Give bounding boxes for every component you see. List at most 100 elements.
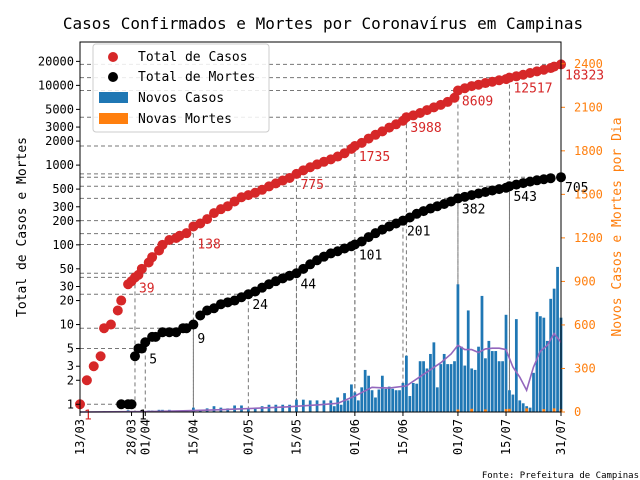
new-deaths-bar bbox=[508, 408, 511, 412]
total-deaths-point bbox=[126, 399, 137, 410]
new-cases-bar bbox=[253, 407, 257, 412]
new-cases-bar bbox=[418, 361, 422, 412]
y-right-tick-label: 300 bbox=[574, 361, 596, 375]
legend-marker-cases bbox=[108, 52, 118, 62]
legend-box bbox=[92, 43, 270, 133]
new-cases-bar bbox=[353, 392, 357, 412]
y-left-tick-label: 200 bbox=[52, 214, 74, 228]
new-cases-bar bbox=[501, 361, 504, 412]
y-left-tick-label: 20 bbox=[60, 294, 74, 308]
total-deaths-point bbox=[157, 327, 168, 338]
total-deaths-point bbox=[545, 173, 556, 184]
new-cases-bar bbox=[511, 394, 515, 412]
x-tick-label: 15/07 bbox=[499, 419, 513, 455]
new-cases-bar bbox=[322, 400, 326, 412]
new-cases-bar bbox=[260, 406, 264, 412]
total-cases-point bbox=[136, 263, 147, 274]
new-cases-bar bbox=[315, 400, 319, 412]
case-value-label: 775 bbox=[300, 178, 323, 193]
y-right-tick-label: 2400 bbox=[574, 57, 603, 71]
points bbox=[75, 59, 566, 410]
case-value-label: 1735 bbox=[359, 150, 390, 165]
y-left-tick-label: 5000 bbox=[45, 102, 74, 116]
new-deaths-bar bbox=[525, 408, 529, 412]
case-value-label: 18323 bbox=[565, 68, 604, 83]
new-cases-bar bbox=[542, 317, 546, 412]
y-left-tick-label: 2 bbox=[67, 373, 74, 387]
new-cases-bar bbox=[415, 383, 419, 412]
y-right-tick-label: 600 bbox=[574, 318, 596, 332]
new-cases-bar bbox=[556, 266, 559, 412]
total-cases-point bbox=[81, 375, 92, 386]
y-left-tick-label: 1000 bbox=[45, 158, 74, 172]
bars bbox=[85, 266, 563, 412]
y-right-tick-label: 2100 bbox=[574, 100, 603, 114]
case-value-label: 39 bbox=[139, 281, 155, 296]
legend: Total de Casos Total de Mortes Novos Cas… bbox=[92, 43, 270, 133]
death-value-label: 382 bbox=[462, 202, 485, 217]
death-value-label: 101 bbox=[359, 248, 382, 263]
legend-label-new-cases: Novos Casos bbox=[138, 91, 224, 106]
new-cases-bar bbox=[370, 390, 374, 412]
new-cases-bar bbox=[425, 368, 429, 412]
moving-average bbox=[79, 332, 562, 413]
new-deaths-bar bbox=[456, 409, 460, 412]
total-deaths-point bbox=[129, 351, 140, 362]
y-left-tick-label: 3 bbox=[67, 359, 74, 373]
death-value-label: 201 bbox=[407, 225, 430, 240]
new-deaths-bar bbox=[470, 408, 474, 412]
new-cases-bar bbox=[226, 408, 230, 412]
y-right-tick-label: 1800 bbox=[574, 144, 603, 158]
death-value-label: 705 bbox=[565, 181, 588, 196]
new-cases-bar bbox=[494, 351, 498, 412]
new-cases-bar bbox=[532, 372, 535, 412]
new-cases-bar bbox=[435, 387, 439, 412]
new-cases-bar bbox=[422, 361, 425, 412]
x-tick-label: 13/03 bbox=[73, 419, 87, 455]
y-right-tick-label: 1200 bbox=[574, 231, 603, 245]
value-labels: 39 138 775 1735 3988 8609 12517 18323 1 1 5 9 24 44 10… bbox=[84, 68, 604, 423]
new-cases-bar bbox=[367, 375, 370, 412]
death-value-label: 5 bbox=[149, 353, 157, 368]
case-value-label: 3988 bbox=[410, 121, 441, 136]
new-cases-bar bbox=[384, 388, 388, 412]
total-cases-point bbox=[181, 228, 192, 239]
new-cases-bar bbox=[336, 397, 340, 412]
y-left-tick-label: 500 bbox=[52, 182, 74, 196]
x-tick-label: 01/07 bbox=[451, 419, 465, 455]
total-cases-point bbox=[105, 319, 116, 330]
new-cases-bar bbox=[377, 389, 381, 412]
new-cases-bar bbox=[490, 351, 494, 412]
new-cases-bar bbox=[374, 397, 377, 412]
new-cases-bar bbox=[308, 400, 312, 412]
new-cases-bar bbox=[288, 404, 291, 412]
y-left-tick-label: 1 bbox=[67, 397, 74, 411]
new-cases-bar bbox=[508, 390, 511, 412]
total-deaths-point bbox=[188, 319, 199, 330]
new-deaths-bar bbox=[542, 409, 546, 412]
total-deaths-point bbox=[116, 399, 127, 410]
source-note: Fonte: Prefeitura de Campinas bbox=[482, 471, 639, 480]
total-deaths-point bbox=[140, 337, 151, 348]
new-cases-bar bbox=[549, 298, 553, 412]
y-left-tick-label: 5 bbox=[67, 342, 74, 356]
plot-frame bbox=[79, 41, 562, 413]
new-cases-bar bbox=[442, 353, 446, 412]
new-cases-bar bbox=[212, 406, 216, 412]
new-cases-bar bbox=[360, 387, 364, 412]
y-right-tick-label: 900 bbox=[574, 274, 596, 288]
y-left-tick-label: 10000 bbox=[38, 78, 74, 92]
new-cases-bar bbox=[398, 390, 401, 412]
new-deaths-bar bbox=[552, 408, 556, 412]
case-value-label: 138 bbox=[197, 238, 220, 253]
new-cases-bar bbox=[484, 358, 487, 412]
legend-label-deaths: Total de Mortes bbox=[138, 70, 255, 85]
new-cases-bar bbox=[246, 408, 250, 412]
y-left-tick-label: 30 bbox=[60, 280, 74, 294]
x-tick-label: 15/05 bbox=[289, 419, 303, 455]
y-left-tick-label: 20000 bbox=[38, 54, 74, 68]
new-cases-bar bbox=[518, 400, 522, 412]
death-value-label: 1 bbox=[139, 408, 147, 423]
new-cases-bar bbox=[401, 382, 405, 412]
